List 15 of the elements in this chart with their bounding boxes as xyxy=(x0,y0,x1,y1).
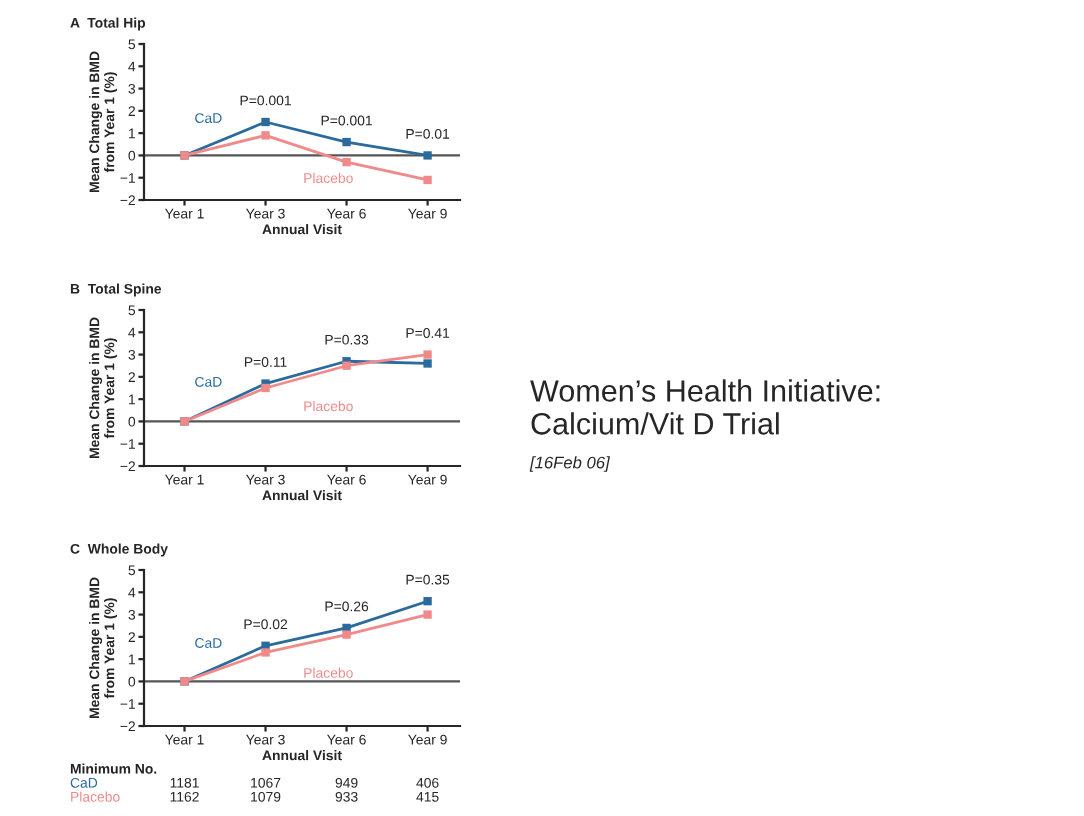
point xyxy=(342,630,351,639)
point xyxy=(423,151,432,160)
point xyxy=(261,648,270,657)
point xyxy=(342,137,351,147)
point xyxy=(423,350,432,359)
point xyxy=(423,175,432,185)
point xyxy=(261,117,270,127)
point xyxy=(261,131,270,140)
point xyxy=(423,610,432,619)
point xyxy=(423,359,432,368)
point xyxy=(423,597,432,606)
point xyxy=(342,157,351,167)
point xyxy=(261,383,270,393)
text: Women’s Health Initiative: Calcium/Vit D Trial xyxy=(530,379,880,435)
text: [16Feb 06] xyxy=(529,456,610,472)
